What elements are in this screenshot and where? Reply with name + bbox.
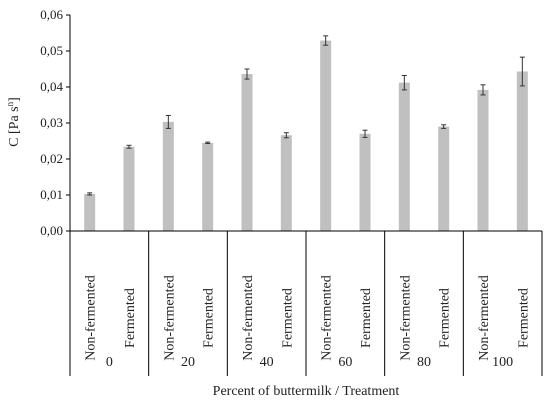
y-tick-label: 0,03: [40, 115, 63, 130]
y-tick-label: 0,04: [40, 79, 63, 94]
group-label: 40: [260, 355, 274, 370]
group-label: 20: [181, 355, 195, 370]
group-label: 60: [338, 355, 352, 370]
y-axis-title-sup: n: [5, 101, 15, 106]
category-label: Fermented: [359, 288, 374, 348]
category-label: Non-fermented: [477, 275, 492, 361]
bar: [123, 146, 135, 231]
bar: [241, 74, 253, 231]
y-axis-title-main: C [Pa s: [7, 106, 22, 146]
category-label: Fermented: [280, 288, 295, 348]
y-axis: 0,00 0,01 0,02 0,03 0,04 0,05 0,06: [40, 7, 71, 238]
y-tick-label: 0,01: [40, 187, 63, 202]
category-label: Non-fermented: [84, 275, 99, 361]
category-label: Fermented: [516, 288, 531, 348]
bars: [84, 40, 528, 232]
bar: [398, 82, 410, 232]
bar: [516, 71, 528, 232]
group-label: 80: [417, 355, 431, 370]
bar: [162, 121, 174, 231]
bar: [280, 135, 292, 231]
category-label: Fermented: [123, 288, 138, 348]
group-label: 0: [106, 355, 113, 370]
bar: [359, 133, 371, 231]
category-label: Non-fermented: [162, 275, 177, 361]
bar: [477, 89, 489, 231]
y-tick-label: 0,06: [40, 7, 63, 22]
y-tick-label: 0,05: [40, 43, 63, 58]
category-label: Non-fermented: [320, 275, 335, 361]
x-axis: Non-fermented Fermented 0 Non-fermented Ferm…: [69, 230, 543, 376]
y-axis-title-end: ]: [7, 97, 22, 102]
y-tick-label: 0,00: [40, 223, 63, 238]
y-axis-title: C [Pa sn]: [5, 97, 22, 147]
category-label: Non-fermented: [241, 275, 256, 361]
bar: [320, 40, 332, 232]
category-label: Non-fermented: [398, 275, 413, 361]
category-label: Fermented: [202, 288, 217, 348]
category-label: Fermented: [438, 288, 453, 348]
y-tick-label: 0,02: [40, 151, 63, 166]
bar: [438, 126, 450, 231]
bar: [202, 142, 214, 231]
x-axis-title: Percent of buttermilk / Treatment: [213, 384, 400, 399]
error-bars: [87, 35, 525, 196]
group-label: 100: [492, 355, 513, 370]
bar: [84, 193, 96, 231]
